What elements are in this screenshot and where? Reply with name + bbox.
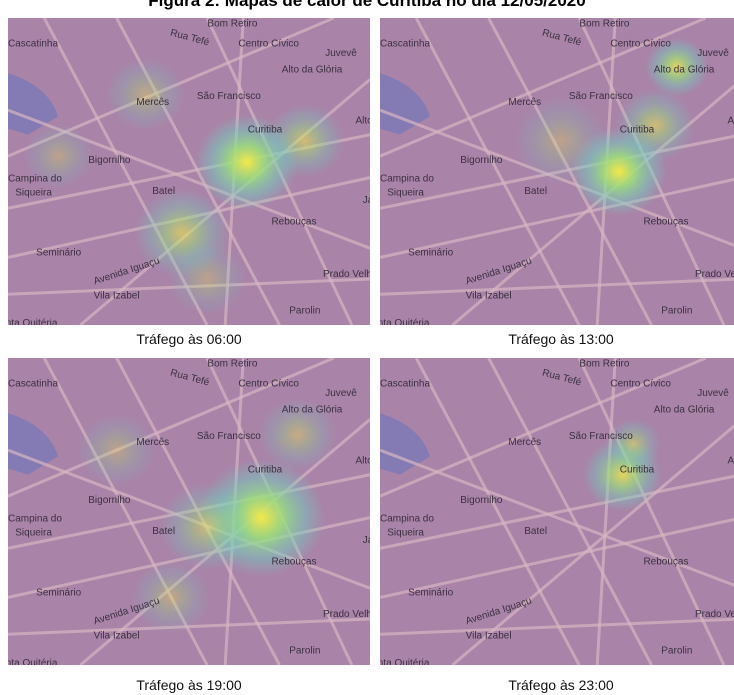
map-label: Rebouças	[271, 217, 316, 228]
map-label: Santa Quitéria	[8, 318, 58, 325]
map-label: Centro Cívico	[238, 379, 299, 390]
map-label: Rebouças	[643, 557, 688, 568]
map-label: Bigorrilho	[88, 495, 131, 506]
map-label: Campina do	[8, 514, 62, 525]
map-label: Vila Izabel	[94, 290, 140, 301]
map-label: Curitiba	[248, 465, 283, 476]
map-label: Siqueira	[387, 527, 424, 538]
map-label: Juvevê	[325, 388, 357, 399]
map-label: Mercês	[508, 437, 541, 448]
map-label: Alto da XV	[356, 455, 370, 466]
map-label: Vila Izabel	[94, 630, 140, 641]
map-label: Santa Quitéria	[380, 318, 430, 325]
map-label: Curitiba	[248, 125, 283, 136]
map-label: Cascatinha	[380, 39, 430, 50]
map-label: Alto da Glória	[654, 65, 715, 76]
map-label: Prado Velho	[695, 609, 734, 620]
heat-spot	[167, 242, 247, 316]
map-label: Centro Cívico	[610, 39, 671, 50]
map-label: Mercês	[508, 97, 541, 108]
map-label: São Francisco	[569, 91, 633, 102]
heat-spot	[106, 58, 186, 132]
map-label: Alto da Glória	[654, 405, 715, 416]
map-label: Seminário	[36, 247, 81, 258]
map-label: Cascatinha	[8, 379, 58, 390]
map-label: Curitiba	[620, 465, 655, 476]
map-label: Campina do	[8, 174, 62, 185]
heatmap-panel: Bom RetiroCascatinhaRua TeféCentro Cívic…	[8, 358, 370, 665]
map-label: Jardim Botânico	[363, 535, 370, 546]
map-label: Siqueira	[15, 187, 52, 198]
map-label: Alto da Glória	[282, 65, 343, 76]
map-label: Vila Izabel	[466, 630, 512, 641]
panel-caption: Tráfego às 13:00	[380, 331, 734, 347]
map-label: Santa Quitéria	[380, 658, 430, 665]
map-label: Batel	[152, 526, 175, 537]
map-label: Centro Cívico	[610, 379, 671, 390]
map-label: Siqueira	[15, 527, 52, 538]
map-label: Prado Velho	[695, 269, 734, 280]
map-label: Alto da XV	[728, 455, 734, 466]
map-label: Parolin	[289, 306, 320, 317]
map-label: Seminário	[408, 247, 453, 258]
map-label: Batel	[152, 186, 175, 197]
heat-spot	[606, 418, 662, 470]
map-label: Parolin	[661, 646, 692, 657]
map-label: Batel	[524, 186, 547, 197]
map-label: Siqueira	[387, 187, 424, 198]
heat-spot	[131, 561, 211, 635]
map-label: Bom Retiro	[207, 19, 257, 30]
map-label: Bom Retiro	[207, 359, 257, 370]
heat-spot	[265, 104, 345, 178]
map-label: Bigorrilho	[460, 495, 503, 506]
map-label: Curitiba	[620, 125, 655, 136]
heat-spot	[513, 97, 609, 185]
map-label: Bigorrilho	[460, 155, 503, 166]
heatmap-panel: Bom RetiroCascatinhaRua TeféCentro Cívic…	[380, 18, 734, 325]
map-label: Seminário	[36, 587, 81, 598]
map-label: Juvevê	[325, 48, 357, 59]
map-label: São Francisco	[569, 431, 633, 442]
map-label: Mercês	[136, 437, 169, 448]
panel-caption: Tráfego às 19:00	[8, 677, 370, 693]
map-label: Centro Cívico	[238, 39, 299, 50]
map-label: São Francisco	[197, 91, 261, 102]
map-label: Prado Velho	[323, 609, 370, 620]
map-label: Vila Izabel	[466, 290, 512, 301]
map-label: Santa Quitéria	[8, 658, 58, 665]
map-label: Alto da XV	[728, 115, 734, 126]
panel-caption: Tráfego às 23:00	[380, 677, 734, 693]
map-label: Batel	[524, 526, 547, 537]
map-label: Parolin	[661, 306, 692, 317]
map-label: Campina do	[380, 174, 434, 185]
map-label: Mercês	[136, 97, 169, 108]
map-label: Juvevê	[697, 48, 729, 59]
map-label: Bigorrilho	[88, 155, 131, 166]
map-label: Bom Retiro	[579, 359, 629, 370]
map-label: Alto da XV	[356, 115, 370, 126]
panel-caption: Tráfego às 06:00	[8, 331, 370, 347]
map-label: Rebouças	[271, 557, 316, 568]
heat-spot	[77, 413, 157, 487]
map-label: Parolin	[289, 646, 320, 657]
map-label: Rebouças	[643, 217, 688, 228]
map-label: Jardim Botânico	[363, 195, 370, 206]
map-label: Cascatinha	[8, 39, 58, 50]
map-label: Prado Velho	[323, 269, 370, 280]
map-label: Seminário	[408, 587, 453, 598]
map-label: Juvevê	[697, 388, 729, 399]
map-label: Alto da Glória	[282, 405, 343, 416]
figure: Figura 2: Mapas de calor de Curitiba no …	[0, 0, 734, 695]
figure-title: Figura 2: Mapas de calor de Curitiba no …	[0, 0, 734, 11]
map-label: Bom Retiro	[579, 19, 629, 30]
map-label: Campina do	[380, 514, 434, 525]
map-label: Cascatinha	[380, 379, 430, 390]
map-label: São Francisco	[197, 431, 261, 442]
